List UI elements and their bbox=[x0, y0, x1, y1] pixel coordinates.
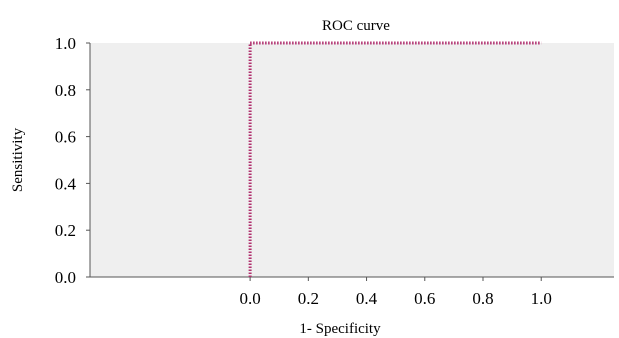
y-tick-label: 0.8 bbox=[55, 81, 76, 100]
y-tick-label: 1.0 bbox=[55, 34, 76, 53]
x-tick-label: 0.6 bbox=[414, 289, 435, 308]
y-tick-label: 0.6 bbox=[55, 128, 76, 147]
y-axis-ticks: 0.0 0.2 0.4 0.6 0.8 1.0 bbox=[55, 34, 90, 287]
roc-curve-line bbox=[248, 41, 542, 277]
x-tick-label: 0.0 bbox=[239, 289, 260, 308]
y-tick-label: 0.4 bbox=[55, 174, 77, 193]
y-tick-label: 0.2 bbox=[55, 221, 76, 240]
x-tick-label: 0.4 bbox=[356, 289, 378, 308]
x-tick-label: 0.2 bbox=[298, 289, 319, 308]
x-axis-label: 1- Specificity bbox=[299, 321, 381, 337]
y-axis-label: Sensitivity bbox=[10, 127, 26, 192]
x-axis-ticks: 0.0 0.2 0.4 0.6 0.8 1.0 bbox=[239, 277, 552, 308]
plot-area bbox=[90, 43, 614, 277]
chart-title: ROC curve bbox=[322, 18, 390, 34]
x-tick-label: 1.0 bbox=[531, 289, 552, 308]
y-tick-label: 0.0 bbox=[55, 268, 76, 287]
x-tick-label: 0.8 bbox=[472, 289, 493, 308]
series-layer bbox=[248, 41, 542, 277]
